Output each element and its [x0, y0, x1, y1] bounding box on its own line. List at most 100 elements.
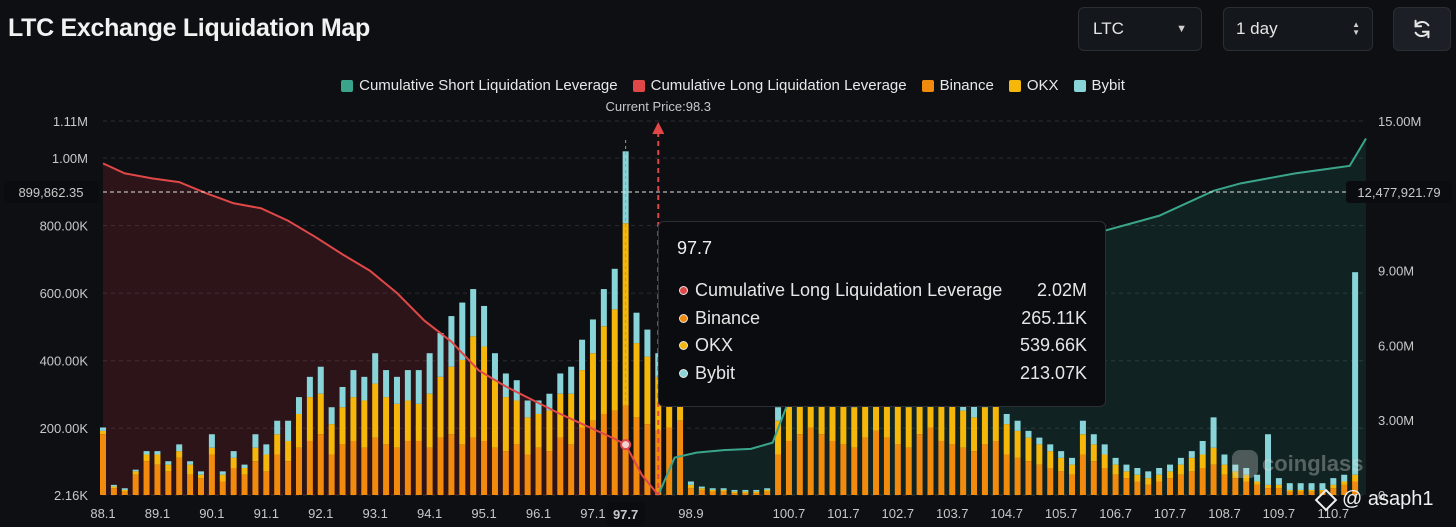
bar-binance: [1286, 491, 1293, 495]
legend-swatch: [1073, 79, 1086, 92]
bar-bybit: [753, 489, 760, 492]
up-down-icon: ▲ ▼: [1352, 20, 1360, 37]
chart-tooltip: 97.7 Cumulative Long Liquidation Leverag…: [658, 221, 1106, 407]
legend-item-bybit[interactable]: Bybit: [1073, 77, 1125, 94]
bar-binance: [426, 447, 433, 495]
legend-swatch: [341, 79, 354, 92]
x-tick-label: 103.7: [936, 506, 969, 521]
bar-binance: [611, 410, 618, 495]
bar-binance: [1243, 481, 1250, 495]
refresh-button[interactable]: [1393, 7, 1451, 51]
bar-binance: [1319, 491, 1326, 495]
coin-select[interactable]: LTC ▼: [1078, 7, 1202, 51]
tooltip-row-okx: OKX 539.66K: [677, 332, 1087, 360]
bar-okx: [1341, 481, 1348, 485]
bar-bybit: [165, 461, 172, 465]
bar-binance: [633, 417, 640, 495]
bar-bybit: [546, 393, 553, 411]
bar-bybit: [1079, 420, 1086, 435]
bar-binance: [840, 444, 847, 495]
x-tick-label: 89.1: [145, 506, 170, 521]
coinglass-watermark: coinglass: [1232, 450, 1363, 478]
bar-bybit: [1090, 434, 1097, 445]
bar-bybit: [1319, 483, 1326, 490]
y-right-tick-label: 9.00M: [1378, 264, 1414, 279]
bar-bybit: [1352, 272, 1359, 475]
x-tick-label: 101.7: [827, 506, 860, 521]
bar-bybit: [1167, 464, 1174, 472]
bar-okx: [916, 383, 923, 435]
bar-binance: [938, 440, 945, 495]
bar-binance: [666, 427, 673, 495]
refresh-icon: [1414, 19, 1430, 39]
bar-bybit: [568, 366, 575, 394]
bar-binance: [1297, 491, 1304, 495]
bar-bybit: [1297, 483, 1304, 490]
bar-okx: [274, 434, 281, 455]
bar-bybit: [230, 451, 237, 458]
bar-okx: [1330, 484, 1337, 489]
bar-bybit: [187, 461, 194, 465]
bar-okx: [1167, 471, 1174, 479]
bar-binance: [295, 447, 302, 495]
bar-binance: [1156, 481, 1163, 495]
bar-okx: [230, 457, 237, 468]
range-select[interactable]: 1 day ▲ ▼: [1223, 7, 1373, 51]
bar-binance: [1254, 484, 1261, 495]
bar-okx: [415, 403, 422, 441]
bar-binance: [491, 447, 498, 495]
bar-okx: [992, 400, 999, 441]
bar-okx: [1297, 489, 1304, 492]
bar-binance: [894, 444, 901, 495]
tooltip-row-binance: Binance 265.11K: [677, 305, 1087, 333]
bar-bybit: [1177, 457, 1184, 465]
x-tick-label: 90.1: [199, 506, 224, 521]
y-right-tick-label: 0: [1378, 488, 1385, 503]
bar-binance: [230, 467, 237, 495]
legend-item-long[interactable]: Cumulative Long Liquidation Leverage: [632, 77, 907, 94]
legend-item-okx[interactable]: OKX: [1008, 77, 1059, 94]
tooltip-row-bybit: Bybit 213.07K: [677, 360, 1087, 388]
bar-bybit: [622, 151, 629, 224]
bar-okx: [502, 397, 509, 452]
legend-item-short[interactable]: Cumulative Short Liquidation Leverage: [341, 77, 618, 94]
bar-binance: [873, 430, 880, 495]
bar-binance: [502, 451, 509, 495]
bar-okx: [1112, 464, 1119, 475]
legend-label: OKX: [1026, 77, 1059, 94]
bar-okx: [698, 488, 705, 490]
bar-binance: [600, 413, 607, 495]
bar-binance: [807, 427, 814, 495]
bar-bybit: [742, 489, 749, 492]
bar-bybit: [1047, 444, 1054, 452]
bar-binance: [753, 493, 760, 495]
x-tick-label: 98.9: [678, 506, 703, 521]
bar-binance: [851, 447, 858, 495]
bar-okx: [197, 474, 204, 479]
page-title: LTC Exchange Liquidation Map: [8, 14, 370, 42]
bar-okx: [753, 491, 760, 494]
bar-okx: [285, 440, 292, 462]
bar-okx: [1265, 484, 1272, 489]
bar-bybit: [339, 386, 346, 408]
bar-okx: [1232, 471, 1239, 479]
bar-binance: [1134, 481, 1141, 495]
bar-okx: [383, 397, 390, 445]
y-left-tick-label: 600.00K: [40, 286, 89, 301]
bar-binance: [252, 461, 259, 495]
bar-bybit: [764, 488, 771, 490]
bar-bybit: [589, 319, 596, 354]
bar-binance: [546, 451, 553, 495]
x-tick-label: 96.1: [526, 506, 551, 521]
bar-bybit: [404, 370, 411, 401]
x-tick-label: 94.1: [417, 506, 442, 521]
bar-binance: [1145, 484, 1152, 495]
bar-bybit: [491, 353, 498, 381]
bar-bybit: [633, 312, 640, 344]
bar-binance: [1308, 491, 1315, 495]
bar-okx: [644, 356, 651, 425]
legend-item-binance[interactable]: Binance: [921, 77, 994, 94]
legend-swatch: [632, 79, 645, 92]
bar-bybit: [208, 434, 215, 448]
bar-binance: [916, 434, 923, 495]
